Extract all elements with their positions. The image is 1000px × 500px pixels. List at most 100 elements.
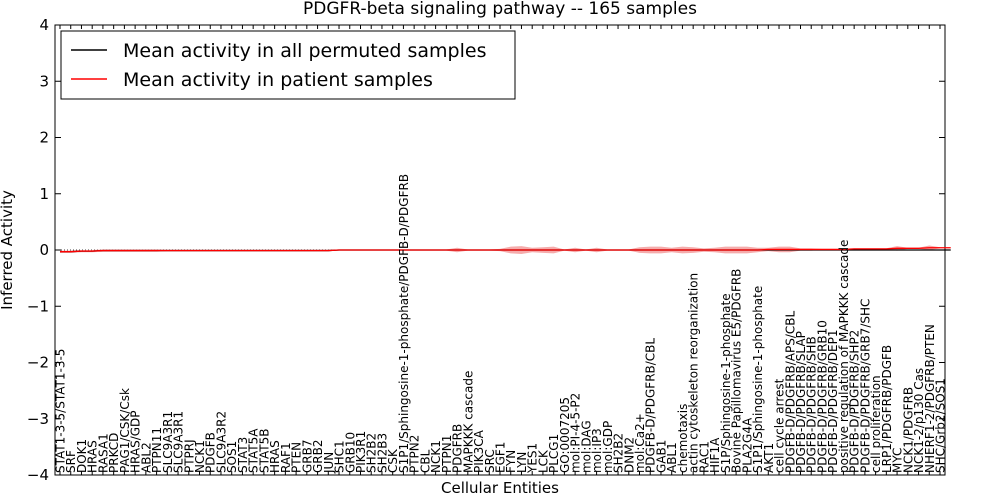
x-tick-label: GRB7 xyxy=(300,439,314,473)
x-tick-label: PTPN1 xyxy=(440,435,454,473)
x-tick-label: PAG1/CSK/Csk xyxy=(118,388,132,473)
x-tick-label: chemotaxis xyxy=(676,404,690,473)
x-tick-label: HRAS xyxy=(86,440,100,473)
x-tick-label: RAF1 xyxy=(279,442,293,473)
series-line-patient xyxy=(60,247,951,253)
x-tick-label: positive regulation of MAPKKK cascade xyxy=(837,240,851,473)
y-tick-label: 0 xyxy=(39,241,49,259)
x-axis-ticks: STAT1-3-5/STAT1-3-5SRFDOK1HRASRASA1PRKCD… xyxy=(54,25,948,475)
x-tick-label: PTPRJ xyxy=(182,439,196,473)
x-tick-label: NHERF1-2/PDGFRB/PTEN xyxy=(923,324,937,473)
x-tick-label: GRB10 xyxy=(343,432,357,473)
x-tick-label: PDGFB-D/PDGFRB/DEP1 xyxy=(826,329,840,473)
x-tick-label: RAC1 xyxy=(697,441,711,473)
x-tick-label: PTPN2 xyxy=(408,435,422,473)
x-tick-label: S1P1/Sphingosine-1-phosphate/PDGFB-D/PDG… xyxy=(397,174,411,473)
x-tick-label: LRP1/PDGFRB/PDGFB xyxy=(880,345,894,473)
x-tick-label: PRKCD xyxy=(107,433,121,473)
x-tick-label: HRAS/GDP xyxy=(129,410,143,473)
y-tick-label: 3 xyxy=(39,72,49,90)
x-tick-label: NCK1/PDGFRB xyxy=(901,387,915,473)
x-tick-label: MYC xyxy=(891,448,905,473)
y-axis-ticks: −4 −3 −2 −1 0 1 2 3 4 xyxy=(27,16,945,484)
x-tick-label: PDGFB-D/PDGFRB/SHP2 xyxy=(848,330,862,473)
x-tick-label: SLC9A3R1 xyxy=(161,411,175,473)
y-tick-label: 2 xyxy=(39,129,49,147)
x-tick-label: SLC9A3R2 xyxy=(214,411,228,473)
x-tick-label: PDGFB-D/PDGFRB/GRB7/SHC xyxy=(858,299,872,473)
x-tick-label: SHC/Grb2/SOS1 xyxy=(934,378,948,473)
x-tick-label: mol:GDP xyxy=(601,421,615,473)
x-tick-label: S1P/Sphingosine-1-phosphate xyxy=(719,293,733,473)
x-tick-label: cell cycle arrest xyxy=(773,378,787,473)
x-tick-label: mol:PI-4-5-P2 xyxy=(569,393,583,473)
x-tick-label: SRF xyxy=(64,450,78,473)
x-tick-label: mol:Ca2+ xyxy=(633,413,647,473)
legend-box xyxy=(60,30,516,100)
y-axis-label: Inferred Activity xyxy=(0,190,16,310)
x-tick-label: SLC9A3R1 xyxy=(172,411,186,473)
y-tick-label: 4 xyxy=(39,16,49,34)
y-tick-label: −1 xyxy=(27,297,49,315)
x-tick-label: cell proliferation xyxy=(869,375,883,473)
x-tick-label: CBL xyxy=(418,449,432,473)
x-tick-label: FYN xyxy=(504,450,518,473)
legend-label-patient: Mean activity in patient samples xyxy=(123,69,433,91)
x-tick-label: mol:DAG xyxy=(579,420,593,473)
x-tick-label: PDGFB-D/PDGFRB/SLAP xyxy=(794,331,808,473)
x-tick-label: ABL1 xyxy=(665,442,679,473)
plot-area: −4 −3 −2 −1 0 1 2 3 4 STAT1-3-5/STAT1-3-5SRFDOK1… xyxy=(27,16,951,484)
x-tick-label: YES1 xyxy=(526,443,540,474)
x-tick-label: SH2B2 xyxy=(365,433,379,473)
x-tick-label: EGF1 xyxy=(494,442,508,473)
x-tick-label: PDGFB xyxy=(204,432,218,473)
x-tick-label: NCK1-2/p130 Cas xyxy=(912,368,926,473)
x-tick-label: SH2B2 xyxy=(612,433,626,473)
x-tick-label: DOK1 xyxy=(75,439,89,473)
x-tick-label: ABL2 xyxy=(139,442,153,473)
x-tick-label: SOS1 xyxy=(225,441,239,473)
y-tick-label: −2 xyxy=(27,354,49,372)
x-tick-label: LYN xyxy=(515,452,529,473)
x-tick-label: MAPKKK cascade xyxy=(461,371,475,473)
y-tick-label: 1 xyxy=(39,185,49,203)
x-tick-label: NCK1 xyxy=(429,440,443,473)
x-tick-label: GAB1 xyxy=(654,440,668,473)
x-tick-label: LCK xyxy=(536,449,550,473)
x-tick-label: STAT5A xyxy=(247,428,261,473)
legend-label-permuted: Mean activity in all permuted samples xyxy=(123,40,486,62)
x-tick-label: mol:IP3 xyxy=(590,428,604,473)
x-tick-label: PDGFRB xyxy=(451,424,465,473)
x-tick-label: PIK3R1 xyxy=(354,431,368,473)
x-tick-label: S1P1/Sphingosine-1-phosphate xyxy=(751,286,765,473)
series-layer xyxy=(60,247,951,253)
x-tick-label: PTPN11 xyxy=(150,427,164,473)
x-tick-label: GO:0007205 xyxy=(558,397,572,473)
x-tick-label: NCK1 xyxy=(193,440,207,473)
x-tick-label: CSK xyxy=(386,448,400,473)
x-axis-label: Cellular Entities xyxy=(441,479,559,497)
x-tick-label: RASA1 xyxy=(96,433,110,473)
x-tick-label: STAT1-3-5/STAT1-3-5 xyxy=(54,349,68,473)
x-tick-label: PLCG1 xyxy=(547,434,561,473)
x-tick-label: SH2B3 xyxy=(375,433,389,473)
x-tick-label: STAT3 xyxy=(236,437,250,473)
legend: Mean activity in all permuted samples Me… xyxy=(60,30,516,100)
x-tick-label: PLA2G4A xyxy=(740,417,754,473)
x-tick-label: actin cytoskeleton reorganization xyxy=(687,273,701,473)
x-tick-label: SRC xyxy=(483,449,497,473)
x-tick-label: HRAS xyxy=(268,440,282,473)
x-tick-label: JUN xyxy=(322,452,336,474)
x-tick-label: PIK3CA xyxy=(472,429,486,473)
y-tick-label: −4 xyxy=(27,466,49,484)
x-tick-label: PTEN xyxy=(290,442,304,473)
y-tick-label: −3 xyxy=(27,410,49,428)
x-tick-label: PDGFB-D/PDGFRB/SHB xyxy=(805,336,819,473)
x-tick-label: SHC1 xyxy=(333,440,347,473)
x-tick-label: PDGFB-D/PDGFRB/APS/CBL xyxy=(783,310,797,473)
x-tick-label: DNM2 xyxy=(622,437,636,473)
x-tick-label: PDGFB-D/PDGFRB/CBL xyxy=(644,338,658,473)
chart-title: PDGFR-beta signaling pathway -- 165 samp… xyxy=(303,0,697,19)
x-tick-label: PDGFB-D/PDGFRB/GRB10 xyxy=(815,320,829,473)
